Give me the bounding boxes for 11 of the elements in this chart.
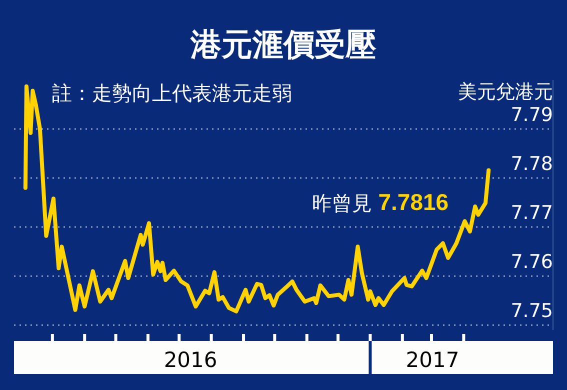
chart-title: 港元滙價受壓 xyxy=(190,27,376,63)
x-tick-label: 2016 xyxy=(164,348,218,372)
annotation: 昨曾見 7.7816 xyxy=(312,189,449,216)
y-tick-label: 7.75 xyxy=(510,300,553,322)
y-tick-label: 7.79 xyxy=(510,104,553,126)
x-tick-label: 2017 xyxy=(406,348,460,372)
y-axis-title: 美元兌港元 xyxy=(458,81,553,103)
annotation: 註：走勢向上代表港元走弱 xyxy=(52,81,292,105)
y-tick-label: 7.77 xyxy=(510,202,553,224)
y-tick-label: 7.76 xyxy=(510,251,553,274)
y-tick-label: 7.78 xyxy=(510,153,553,176)
